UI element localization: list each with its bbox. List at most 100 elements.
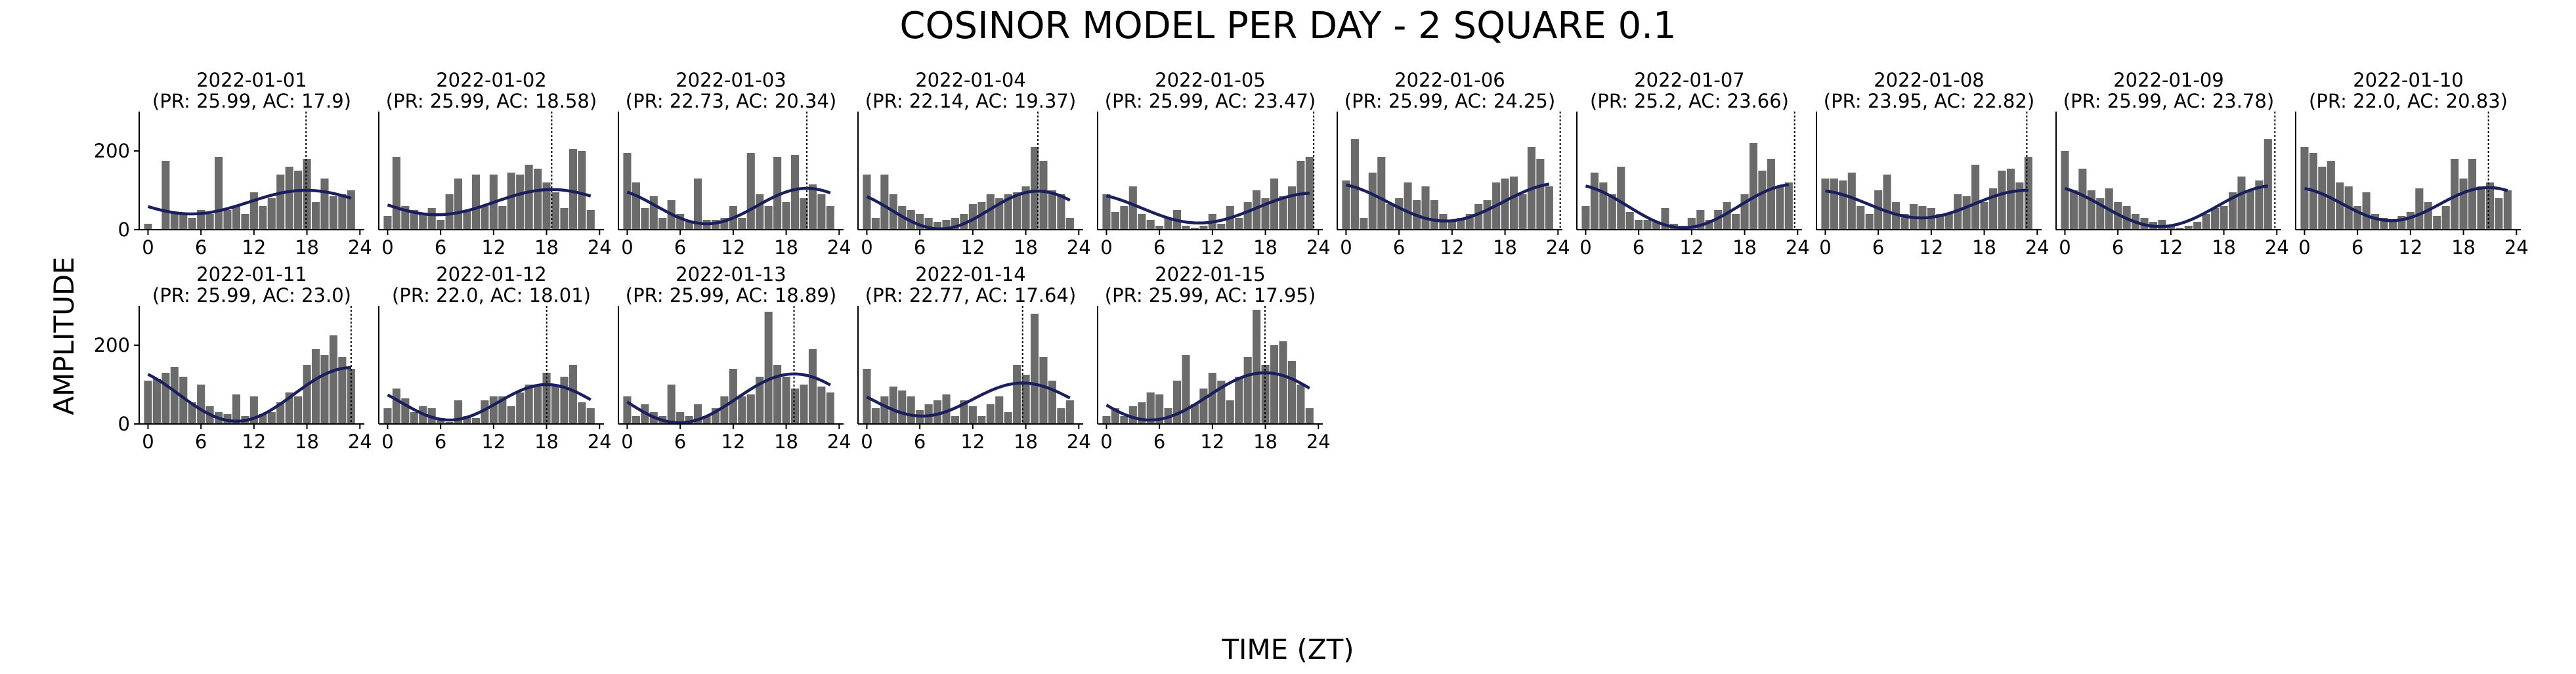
bar (764, 206, 773, 230)
bar (1235, 377, 1243, 424)
bar (694, 179, 702, 230)
panel-date-label: 2022-01-06 (1394, 69, 1505, 91)
bar (720, 396, 729, 424)
bar (632, 416, 640, 424)
bar (188, 218, 196, 230)
panel-pr-ac-label: (PR: 23.95, AC: 22.82) (1824, 90, 2034, 112)
bar (392, 157, 400, 230)
bar (1138, 214, 1146, 230)
x-tick-label: 0 (1340, 236, 1352, 259)
bar (534, 387, 542, 424)
bar (1936, 214, 1944, 230)
panel-2022-01-11: 2022-01-11(PR: 25.99, AC: 23.0) 0 6 12 18 24 0… (94, 263, 372, 453)
bar (1635, 220, 1643, 230)
bar (1830, 179, 1838, 230)
bar (1065, 400, 1074, 424)
bar (2015, 182, 2024, 230)
bar (1839, 180, 1847, 230)
bar (1021, 375, 1030, 424)
panel-date-label: 2022-01-14 (915, 263, 1026, 285)
bar (1048, 190, 1056, 230)
bar (808, 184, 817, 230)
bar (1430, 200, 1439, 230)
bar (2184, 226, 2193, 230)
bar (1155, 394, 1164, 424)
x-tick-label: 24 (2504, 236, 2529, 259)
panel-2022-01-04: 2022-01-04(PR: 22.14, AC: 19.37) 0 6 12 18 24 (857, 69, 1091, 259)
bar (1190, 404, 1199, 424)
x-tick-label: 24 (1067, 236, 1091, 259)
bar (986, 404, 995, 424)
bar (2362, 192, 2371, 230)
bar (249, 192, 258, 230)
bar (1998, 171, 2006, 230)
bar (489, 396, 498, 424)
bar (311, 349, 320, 424)
panel-2022-01-15: 2022-01-15(PR: 25.99, AC: 17.95) 0 6 12 18 24 (1097, 263, 1331, 453)
bar (880, 175, 889, 230)
bar (507, 406, 515, 424)
bar (1270, 345, 1279, 424)
panel-date-label: 2022-01-03 (676, 69, 786, 91)
bar (1874, 190, 1883, 230)
x-tick-label: 24 (2265, 236, 2289, 259)
bar (383, 408, 392, 424)
cosinor-fit-line (2064, 184, 2269, 228)
x-tick-label: 24 (827, 236, 851, 259)
bar (746, 153, 755, 230)
bar (1013, 365, 1021, 424)
panel-pr-ac-label: (PR: 25.99, AC: 18.58) (386, 90, 597, 112)
bar (2246, 190, 2254, 230)
bar (560, 377, 569, 424)
bar (1857, 206, 1865, 230)
bar (551, 385, 560, 424)
cosinor-fit-line (626, 186, 831, 226)
bar (1883, 175, 1891, 230)
bar (1350, 139, 1359, 230)
bar (1847, 173, 1856, 230)
bar (170, 367, 179, 424)
bar (197, 385, 205, 424)
bar (632, 182, 640, 230)
bar (427, 208, 436, 230)
bar (1944, 214, 1953, 230)
panel-2022-01-10: 2022-01-10(PR: 22.0, AC: 20.83) 0 6 12 18 24 (2295, 69, 2529, 259)
panel-date-label: 2022-01-04 (915, 69, 1026, 91)
bar (1120, 206, 1128, 230)
bar (1767, 159, 1775, 230)
panel-date-label: 2022-01-07 (1634, 69, 1745, 91)
bar (2237, 177, 2246, 230)
x-tick-label: 18 (534, 236, 559, 259)
x-tick-label: 24 (1306, 236, 1331, 259)
bar (471, 418, 481, 424)
panel-2022-01-07: 2022-01-07(PR: 25.2, AC: 23.66) 0 6 12 18 24 (1576, 69, 1810, 259)
bar (1758, 171, 1767, 230)
bar (232, 394, 241, 424)
bar (144, 381, 152, 424)
bar (942, 394, 951, 424)
bar (782, 377, 790, 424)
panel-pr-ac-label: (PR: 25.99, AC: 17.95) (1105, 284, 1316, 306)
bar (347, 190, 355, 230)
y-axis-label: AMPLITUDE (48, 257, 80, 415)
bar (1146, 220, 1155, 230)
bar (1404, 182, 1412, 230)
bar (1305, 408, 1314, 424)
panel-2022-01-01: 2022-01-01(PR: 25.99, AC: 17.9) 0 6 12 18 24 0… (94, 69, 372, 259)
cosinor-fit-line (1106, 192, 1310, 225)
bar (1102, 416, 1111, 424)
bar (738, 396, 746, 424)
bar (1545, 186, 1553, 230)
panel-pr-ac-label: (PR: 25.99, AC: 23.78) (2063, 90, 2274, 112)
x-tick-label: 12 (242, 431, 266, 453)
x-tick-label: 12 (242, 236, 266, 259)
panel-date-label: 2022-01-08 (1874, 69, 1985, 91)
bar (1421, 186, 1430, 230)
panel-pr-ac-label: (PR: 22.0, AC: 18.01) (392, 284, 591, 306)
bar (649, 196, 658, 230)
bar (498, 396, 507, 424)
x-tick-label: 18 (1253, 236, 1277, 259)
bar (1617, 167, 1625, 230)
bar (2166, 226, 2175, 230)
bar (1039, 161, 1048, 230)
